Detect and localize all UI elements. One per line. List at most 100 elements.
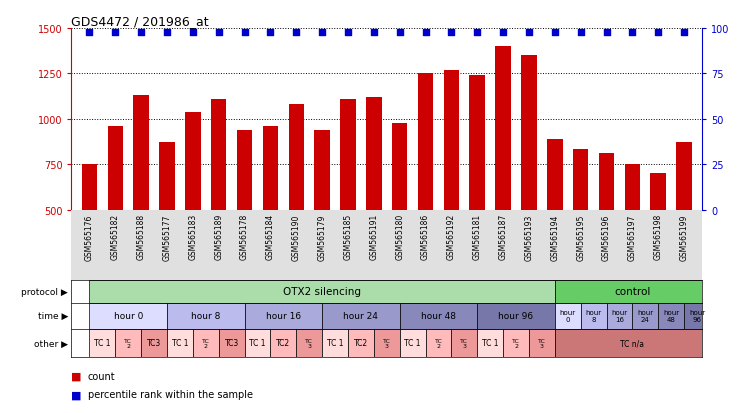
Point: [368, 29, 380, 36]
Text: TC 1: TC 1: [327, 339, 343, 348]
Bar: [211, 100, 227, 301]
Text: TC n/a: TC n/a: [620, 339, 644, 348]
Bar: [677, 143, 692, 301]
Point: [445, 29, 457, 36]
Bar: [134, 96, 149, 301]
Text: TC
3: TC 3: [460, 338, 469, 349]
Bar: [392, 124, 408, 301]
Text: GSM565178: GSM565178: [240, 214, 249, 260]
Bar: [322, 329, 348, 357]
Text: TC
2: TC 2: [435, 338, 442, 349]
Text: TC 1: TC 1: [94, 339, 110, 348]
Text: hour
0: hour 0: [559, 309, 576, 323]
Text: TC2: TC2: [276, 339, 291, 348]
Text: GSM565177: GSM565177: [162, 214, 171, 260]
Text: GSM565199: GSM565199: [680, 214, 689, 260]
Point: [549, 29, 561, 36]
Text: GSM565193: GSM565193: [524, 214, 533, 260]
Text: TC
2: TC 2: [202, 338, 210, 349]
Bar: [107, 127, 123, 301]
Text: TC
3: TC 3: [305, 338, 313, 349]
Bar: [547, 140, 562, 301]
Point: [420, 29, 432, 36]
Bar: [496, 47, 511, 301]
Text: hour
16: hour 16: [611, 309, 628, 323]
Text: TC 1: TC 1: [249, 339, 266, 348]
Text: ■: ■: [71, 371, 82, 381]
Bar: [451, 329, 477, 357]
Bar: [245, 303, 322, 329]
Text: hour 24: hour 24: [343, 311, 379, 320]
Bar: [340, 100, 356, 301]
Bar: [400, 329, 426, 357]
Bar: [219, 329, 245, 357]
Text: GSM565198: GSM565198: [653, 214, 662, 260]
Bar: [82, 165, 97, 301]
Text: TC
2: TC 2: [124, 338, 132, 349]
Bar: [503, 329, 529, 357]
Point: [471, 29, 483, 36]
Bar: [141, 329, 167, 357]
Bar: [521, 56, 537, 301]
Point: [497, 29, 509, 36]
Text: TC2: TC2: [354, 339, 368, 348]
Bar: [237, 131, 252, 301]
Bar: [573, 150, 589, 301]
Point: [161, 29, 173, 36]
Text: GSM565188: GSM565188: [137, 214, 146, 260]
Bar: [418, 74, 433, 301]
Text: TC
3: TC 3: [538, 338, 546, 349]
Bar: [469, 76, 485, 301]
Bar: [167, 303, 245, 329]
Point: [83, 29, 95, 36]
Text: GSM565187: GSM565187: [499, 214, 508, 260]
Text: hour
8: hour 8: [586, 309, 602, 323]
Bar: [116, 329, 141, 357]
Text: GSM565184: GSM565184: [266, 214, 275, 260]
Text: TC 1: TC 1: [404, 339, 421, 348]
Text: TC
2: TC 2: [512, 338, 520, 349]
Point: [601, 29, 613, 36]
Bar: [89, 329, 116, 357]
Bar: [89, 303, 167, 329]
Point: [135, 29, 147, 36]
Text: TC 1: TC 1: [482, 339, 499, 348]
Text: hour 16: hour 16: [266, 311, 301, 320]
Bar: [400, 303, 477, 329]
Point: [394, 29, 406, 36]
Text: GSM565179: GSM565179: [318, 214, 327, 260]
Point: [652, 29, 664, 36]
Text: GSM565190: GSM565190: [292, 214, 301, 260]
Text: GSM565189: GSM565189: [214, 214, 223, 260]
Bar: [625, 165, 640, 301]
Text: hour
24: hour 24: [638, 309, 653, 323]
Bar: [444, 71, 459, 301]
Point: [110, 29, 122, 36]
Bar: [684, 303, 710, 329]
Bar: [270, 329, 297, 357]
Bar: [477, 329, 503, 357]
Text: count: count: [88, 371, 116, 381]
Text: GSM565196: GSM565196: [602, 214, 611, 260]
Point: [213, 29, 225, 36]
Bar: [315, 131, 330, 301]
Text: GSM565195: GSM565195: [576, 214, 585, 260]
Bar: [263, 127, 278, 301]
Point: [187, 29, 199, 36]
Bar: [288, 105, 304, 301]
Text: TC3: TC3: [147, 339, 161, 348]
Text: hour 0: hour 0: [113, 311, 143, 320]
Text: hour
96: hour 96: [689, 309, 705, 323]
Text: GSM565181: GSM565181: [472, 214, 481, 260]
Point: [678, 29, 690, 36]
Text: protocol ▶: protocol ▶: [22, 287, 68, 296]
Point: [523, 29, 535, 36]
Bar: [348, 329, 374, 357]
Text: OTX2 silencing: OTX2 silencing: [283, 287, 361, 297]
Bar: [322, 303, 400, 329]
Text: control: control: [614, 287, 650, 297]
Text: ■: ■: [71, 389, 82, 399]
Text: hour 48: hour 48: [421, 311, 456, 320]
Text: TC3: TC3: [225, 339, 239, 348]
Text: GSM565183: GSM565183: [189, 214, 198, 260]
